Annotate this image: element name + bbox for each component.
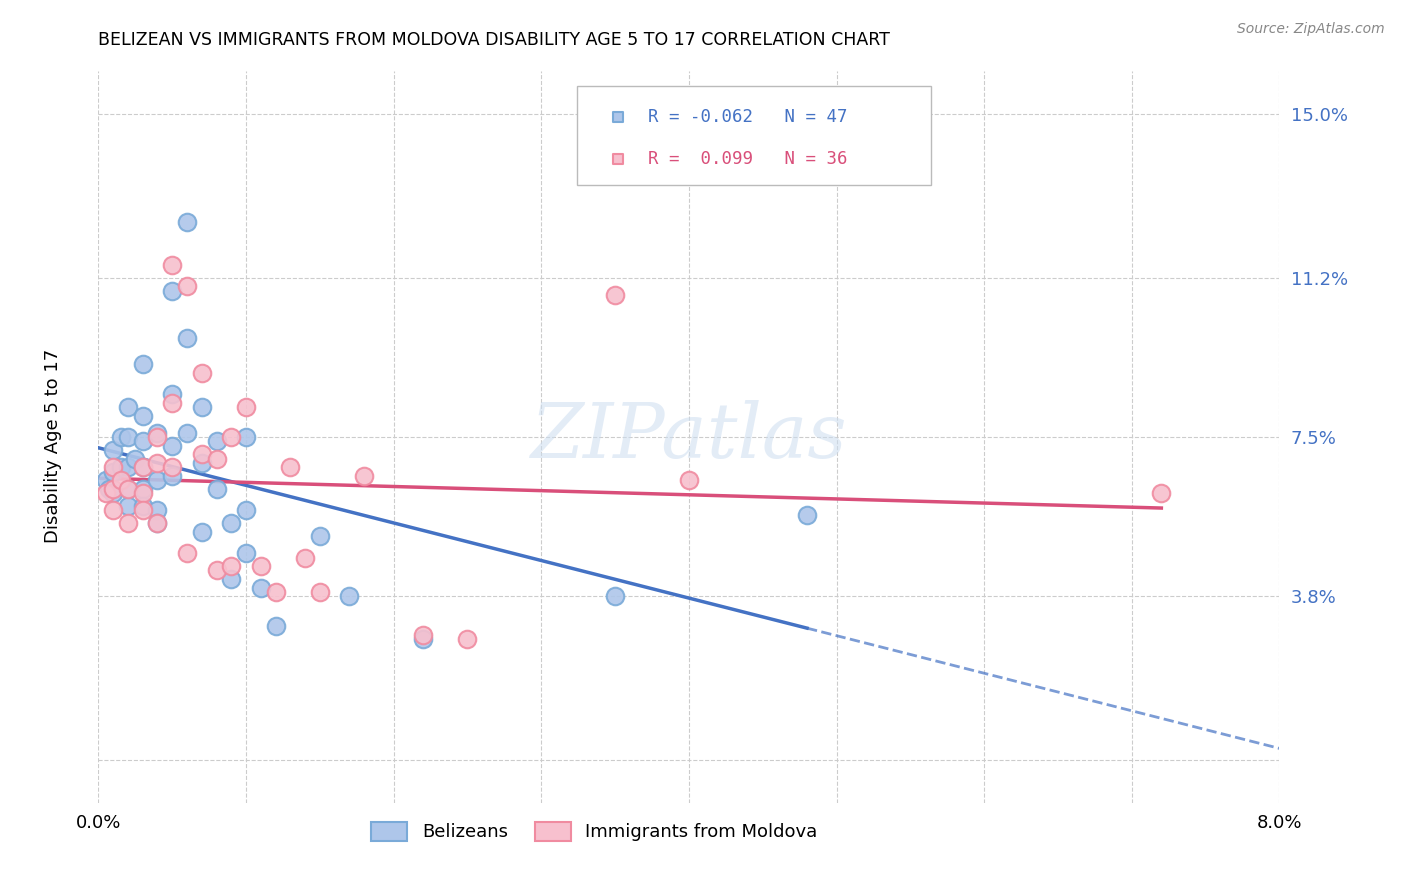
Point xyxy=(124,451,146,466)
Point xyxy=(117,516,139,530)
Point xyxy=(264,619,287,633)
Point xyxy=(146,473,169,487)
Point xyxy=(103,486,125,500)
Point xyxy=(221,559,243,574)
Text: BELIZEAN VS IMMIGRANTS FROM MOLDOVA DISABILITY AGE 5 TO 17 CORRELATION CHART: BELIZEAN VS IMMIGRANTS FROM MOLDOVA DISA… xyxy=(98,31,890,49)
Point xyxy=(235,400,257,414)
Point xyxy=(176,546,198,560)
Point xyxy=(132,434,155,449)
Text: ZIPatlas: ZIPatlas xyxy=(530,401,848,474)
Point xyxy=(176,331,198,345)
Point xyxy=(264,585,287,599)
Point xyxy=(235,430,257,444)
Point xyxy=(162,387,183,401)
Point xyxy=(353,468,375,483)
Point xyxy=(176,425,198,440)
Text: R = -0.062   N = 47: R = -0.062 N = 47 xyxy=(648,108,846,126)
Point xyxy=(221,516,243,530)
Point xyxy=(103,442,125,457)
Point xyxy=(162,439,183,453)
Point xyxy=(132,460,155,475)
Point xyxy=(146,430,169,444)
Point xyxy=(94,473,117,487)
Point xyxy=(103,460,125,475)
Point xyxy=(678,473,700,487)
Point xyxy=(412,628,434,642)
Text: Source: ZipAtlas.com: Source: ZipAtlas.com xyxy=(1237,22,1385,37)
Point xyxy=(103,482,125,496)
FancyBboxPatch shape xyxy=(576,86,931,185)
Point xyxy=(339,589,361,603)
Point xyxy=(146,503,169,517)
Point xyxy=(412,632,434,647)
Point xyxy=(205,482,228,496)
Point xyxy=(176,215,198,229)
Point xyxy=(117,460,139,475)
Point xyxy=(796,508,818,522)
Point xyxy=(117,400,139,414)
Text: R =  0.099   N = 36: R = 0.099 N = 36 xyxy=(648,150,846,168)
Point xyxy=(605,288,627,302)
Point xyxy=(103,465,125,479)
Point xyxy=(235,503,257,517)
Point xyxy=(162,395,183,409)
Text: Disability Age 5 to 17: Disability Age 5 to 17 xyxy=(45,349,62,543)
Point xyxy=(309,529,332,543)
Point xyxy=(1150,486,1173,500)
Point xyxy=(146,425,169,440)
Point xyxy=(110,460,132,475)
Point xyxy=(191,456,214,470)
Point xyxy=(117,430,139,444)
Point xyxy=(162,460,183,475)
Point xyxy=(132,503,155,517)
Point xyxy=(110,473,132,487)
Point xyxy=(205,434,228,449)
Point xyxy=(162,258,183,272)
Point xyxy=(162,468,183,483)
Point xyxy=(132,357,155,371)
Point xyxy=(221,430,243,444)
Point xyxy=(146,456,169,470)
Point xyxy=(191,366,214,380)
Point xyxy=(162,284,183,298)
Point xyxy=(250,581,273,595)
Point xyxy=(132,482,155,496)
Point xyxy=(117,499,139,513)
Point xyxy=(132,499,155,513)
Point xyxy=(191,400,214,414)
Point xyxy=(103,503,125,517)
Legend: Belizeans, Immigrants from Moldova: Belizeans, Immigrants from Moldova xyxy=(364,814,825,848)
Point xyxy=(132,486,155,500)
Point xyxy=(280,460,302,475)
Point xyxy=(191,447,214,461)
Point xyxy=(94,486,117,500)
Point xyxy=(309,585,332,599)
Point xyxy=(205,451,228,466)
Point xyxy=(176,279,198,293)
Point xyxy=(110,430,132,444)
Point xyxy=(117,482,139,496)
Point xyxy=(605,589,627,603)
Point xyxy=(132,460,155,475)
Point xyxy=(132,409,155,423)
Point xyxy=(146,516,169,530)
Point xyxy=(235,546,257,560)
Point xyxy=(250,559,273,574)
Point xyxy=(221,572,243,586)
Point xyxy=(117,482,139,496)
Point xyxy=(97,482,120,496)
Point xyxy=(205,564,228,578)
Point xyxy=(457,632,479,647)
Point xyxy=(294,550,316,565)
Point xyxy=(146,516,169,530)
Point xyxy=(191,524,214,539)
